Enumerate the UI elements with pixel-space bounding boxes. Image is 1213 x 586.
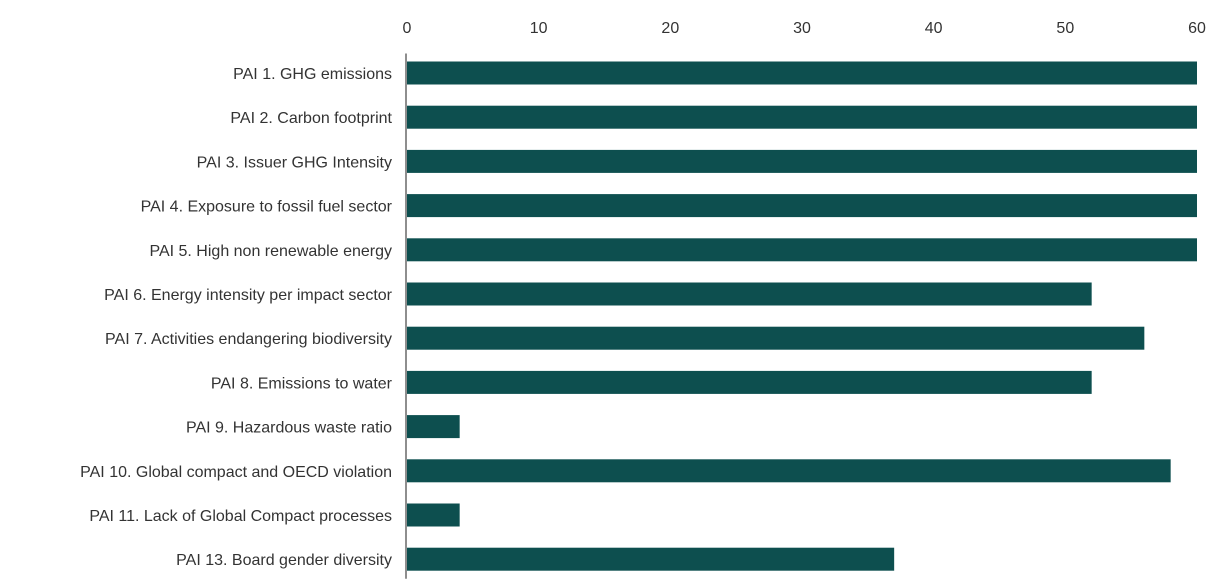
bars <box>407 61 1197 571</box>
category-label: PAI 3. Issuer GHG Intensity <box>197 154 392 171</box>
bar <box>407 149 1197 173</box>
x-tick-label: 40 <box>925 20 943 37</box>
bar <box>407 547 895 571</box>
category-label: PAI 6. Energy intensity per impact secto… <box>104 287 393 304</box>
bar <box>407 459 1171 483</box>
category-label: PAI 1. GHG emissions <box>233 66 392 83</box>
x-tick-label: 30 <box>793 20 811 37</box>
x-tick-label: 50 <box>1056 20 1074 37</box>
x-tick-label: 20 <box>661 20 679 37</box>
bar <box>407 238 1197 262</box>
category-label: PAI 2. Carbon footprint <box>230 110 392 127</box>
x-tick-label: 0 <box>403 20 412 37</box>
bar <box>407 503 460 527</box>
category-label: PAI 4. Exposure to fossil fuel sector <box>141 199 393 216</box>
x-tick-label: 60 <box>1188 20 1206 37</box>
category-label: PAI 8. Emissions to water <box>211 375 393 392</box>
x-tick-label: 10 <box>530 20 548 37</box>
category-label: PAI 9. Hazardous waste ratio <box>186 420 392 437</box>
bar <box>407 61 1197 85</box>
category-label: PAI 13. Board gender diversity <box>176 552 392 569</box>
category-label: PAI 10. Global compact and OECD violatio… <box>80 464 392 481</box>
bar <box>407 105 1197 129</box>
bar <box>407 370 1092 394</box>
category-label: PAI 5. High non renewable energy <box>149 243 392 260</box>
bar <box>407 326 1145 350</box>
category-labels: PAI 1. GHG emissions PAI 2. Carbon footpr… <box>80 66 393 569</box>
bar <box>407 415 460 439</box>
category-label: PAI 7. Activities endangering biodiversi… <box>105 331 392 348</box>
bar <box>407 282 1092 306</box>
bar <box>407 194 1197 218</box>
category-label: PAI 11. Lack of Global Compact processes <box>89 508 392 525</box>
x-axis: 0 10 20 30 40 50 60 <box>403 20 1206 579</box>
